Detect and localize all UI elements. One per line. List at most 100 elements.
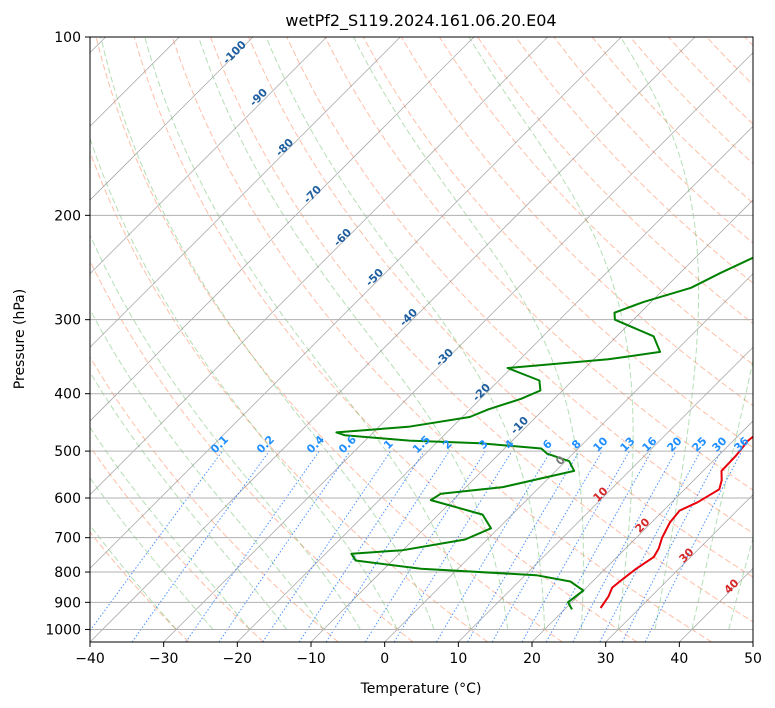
dry-adiabat xyxy=(90,150,488,642)
mixing-ratio-label: 0.4 xyxy=(304,433,327,456)
moist-adiabat xyxy=(691,358,753,630)
isotherm xyxy=(90,37,475,422)
x-tick-label: 20 xyxy=(523,651,541,667)
mixing-ratio-label: 8 xyxy=(569,437,584,452)
isotherm-label: -100 xyxy=(220,38,249,67)
moist-adiabat xyxy=(90,426,251,630)
isotherm xyxy=(679,567,753,642)
moist-adiabat xyxy=(90,477,214,630)
mixing-ratio-line xyxy=(218,450,351,642)
isotherm xyxy=(90,37,327,275)
isotherm xyxy=(237,125,753,642)
isotherm xyxy=(90,37,696,642)
line-labels: -100-90-80-70-60-50-40-30-20-10010203040… xyxy=(208,38,752,597)
moist-adiabat xyxy=(468,37,634,630)
mixing-ratio-line xyxy=(262,450,392,642)
chart-title: wetPf2_S119.2024.161.06.20.E04 xyxy=(285,11,556,31)
y-tick-label: 600 xyxy=(54,491,81,507)
mixing-ratio-line xyxy=(185,450,320,642)
y-axis-label: Pressure (hPa) xyxy=(12,289,28,389)
isotherm xyxy=(605,494,753,642)
mixing-ratio-label: 2 xyxy=(440,437,455,452)
y-tick-label: 100 xyxy=(54,30,81,46)
dry-adiabat xyxy=(515,37,753,284)
x-tick-label: 30 xyxy=(597,651,615,667)
y-tick-label: 300 xyxy=(54,313,81,329)
x-tick-label: −10 xyxy=(296,651,326,667)
mixing-ratio-line xyxy=(325,450,450,642)
moist-adiabat xyxy=(100,37,435,630)
isotherm-label: -40 xyxy=(397,306,420,329)
temperature-line xyxy=(599,435,753,609)
y-axis: 100 200 300 400 500 600 700 800 900 1000 xyxy=(45,30,90,638)
isotherm-label: 10 xyxy=(591,484,611,504)
isotherm-label: -30 xyxy=(433,346,456,369)
y-tick-label: 500 xyxy=(54,444,81,460)
isotherm xyxy=(310,199,753,642)
x-tick-label: −40 xyxy=(75,651,105,667)
moist-adiabat xyxy=(353,37,584,630)
mixing-ratio-line xyxy=(521,450,630,642)
dry-adiabat xyxy=(400,37,753,407)
isotherm xyxy=(752,641,753,642)
x-axis-label: Temperature (°C) xyxy=(360,681,482,697)
moist-adiabat xyxy=(90,371,288,630)
mixing-ratio-line xyxy=(545,450,653,642)
dry-adiabat xyxy=(210,37,753,623)
isotherm xyxy=(163,52,753,642)
mixing-ratio-line xyxy=(572,450,677,642)
isotherm-label: -10 xyxy=(508,414,531,437)
isotherm xyxy=(90,37,401,348)
dry-adiabat xyxy=(95,37,563,642)
mixing-ratio-label: 3 xyxy=(476,437,491,452)
dewpoint-line xyxy=(335,256,753,610)
mixing-ratio-line xyxy=(393,450,513,642)
x-tick-label: 0 xyxy=(380,651,389,667)
y-tick-label: 700 xyxy=(54,531,81,547)
x-tick-label: 40 xyxy=(670,651,688,667)
mixing-ratio-line xyxy=(621,450,722,642)
isotherm xyxy=(384,273,753,642)
mixing-ratio-label: 1.5 xyxy=(410,433,433,456)
isotherm-label: 40 xyxy=(722,576,742,596)
dry-adiabat xyxy=(133,37,638,642)
y-tick-label: 400 xyxy=(54,387,81,403)
x-tick-label: 50 xyxy=(744,651,762,667)
x-tick-label: −30 xyxy=(149,651,179,667)
moist-adiabat xyxy=(198,37,509,630)
dry-adiabat xyxy=(90,531,190,642)
isotherm-label: 20 xyxy=(633,515,653,535)
dry-adiabat xyxy=(438,37,753,366)
moist-adiabat xyxy=(90,524,177,630)
mixing-ratio-line xyxy=(364,450,486,642)
mixing-ratio-line xyxy=(644,450,743,642)
x-tick-label: −20 xyxy=(223,651,253,667)
y-tick-label: 200 xyxy=(54,208,81,224)
isotherm xyxy=(90,37,622,569)
isotherm xyxy=(458,346,753,642)
isotherm xyxy=(90,37,254,201)
x-tick-label: 10 xyxy=(449,651,467,667)
isotherm xyxy=(531,420,753,642)
mixing-ratio-line xyxy=(435,450,552,642)
dry-adiabat xyxy=(90,356,339,642)
background-lines xyxy=(90,37,753,642)
dry-adiabat xyxy=(90,445,264,642)
isotherm-label: -80 xyxy=(273,136,296,159)
moist-adiabat xyxy=(90,233,361,630)
dry-adiabat xyxy=(706,37,753,86)
mixing-ratio-line xyxy=(298,450,425,642)
dry-adiabat xyxy=(248,37,753,578)
dry-adiabat xyxy=(744,37,753,47)
y-tick-label: 800 xyxy=(54,565,81,581)
mixing-ratio-label: 0.1 xyxy=(208,433,231,456)
plot-frame xyxy=(89,36,754,643)
isotherm-label: -60 xyxy=(331,226,354,249)
isotherm-label: -50 xyxy=(363,266,386,289)
mixing-ratio-line xyxy=(599,450,701,642)
x-axis: −40 −30 −20 −10 0 10 20 30 40 50 xyxy=(75,642,762,667)
dry-adiabat xyxy=(90,259,414,642)
isotherm xyxy=(90,37,548,496)
moist-adiabat xyxy=(90,136,398,630)
